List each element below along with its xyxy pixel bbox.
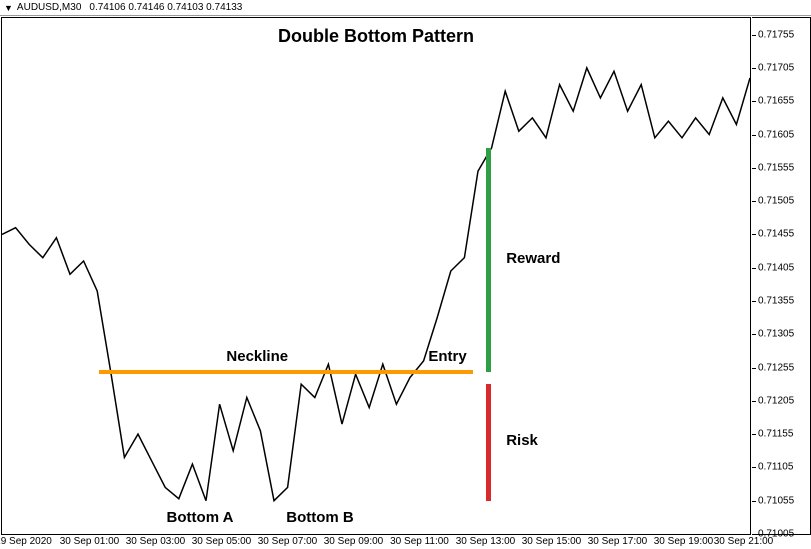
risk-bar <box>486 384 491 501</box>
x-tick-label: 30 Sep 01:00 <box>60 536 120 547</box>
price-chart-area[interactable]: Double Bottom Pattern Neckline Entry Rew… <box>1 17 751 535</box>
bottom-a-label: Bottom A <box>167 509 234 526</box>
neckline-line <box>99 370 473 374</box>
y-tick-label: 0.71505 <box>752 196 810 207</box>
y-tick-label: 0.71655 <box>752 96 810 107</box>
y-tick-label: 0.71405 <box>752 262 810 273</box>
price-line-svg <box>2 18 750 534</box>
dropdown-arrow-icon[interactable]: ▼ <box>4 3 13 13</box>
symbol-label: AUDUSD,M30 <box>17 2 81 13</box>
y-tick-label: 0.71355 <box>752 295 810 306</box>
y-tick-label: 0.71455 <box>752 229 810 240</box>
neckline-label: Neckline <box>226 348 288 365</box>
y-tick-label: 0.71155 <box>752 429 810 440</box>
bottom-b-label: Bottom B <box>286 509 354 526</box>
x-tick-label: 30 Sep 07:00 <box>258 536 318 547</box>
x-tick-label: 30 Sep 17:00 <box>588 536 648 547</box>
y-tick-label: 0.71755 <box>752 29 810 40</box>
ohlc-values: 0.74106 0.74146 0.74103 0.74133 <box>89 2 242 13</box>
y-tick-label: 0.71055 <box>752 495 810 506</box>
x-tick-label: 30 Sep 19:00 <box>654 536 714 547</box>
x-tick-label: 30 Sep 15:00 <box>522 536 582 547</box>
y-tick-label: 0.71305 <box>752 329 810 340</box>
x-tick-label: 30 Sep 11:00 <box>390 536 449 547</box>
y-tick-label: 0.71255 <box>752 362 810 373</box>
x-tick-label: 30 Sep 21:00 <box>714 536 774 547</box>
risk-label: Risk <box>506 432 538 449</box>
x-tick-label: 29 Sep 2020 <box>0 536 52 547</box>
x-tick-label: 30 Sep 09:00 <box>324 536 384 547</box>
x-tick-label: 30 Sep 05:00 <box>192 536 252 547</box>
y-tick-label: 0.71605 <box>752 129 810 140</box>
y-tick-label: 0.71105 <box>752 462 810 473</box>
y-tick-label: 0.71555 <box>752 162 810 173</box>
chart-header: ▼ AUDUSD,M30 0.74106 0.74146 0.74103 0.7… <box>0 0 811 16</box>
x-axis: 29 Sep 2020 30 Sep 01:00 30 Sep 03:00 30 Se… <box>1 535 751 549</box>
entry-label: Entry <box>428 348 466 365</box>
reward-bar <box>486 148 491 372</box>
y-axis: 0.710050.710550.711050.711550.712050.712… <box>752 17 811 535</box>
x-tick-label: 30 Sep 13:00 <box>456 536 516 547</box>
y-tick-label: 0.71205 <box>752 395 810 406</box>
y-tick-label: 0.71705 <box>752 62 810 73</box>
x-tick-label: 30 Sep 03:00 <box>126 536 186 547</box>
reward-label: Reward <box>506 250 560 267</box>
